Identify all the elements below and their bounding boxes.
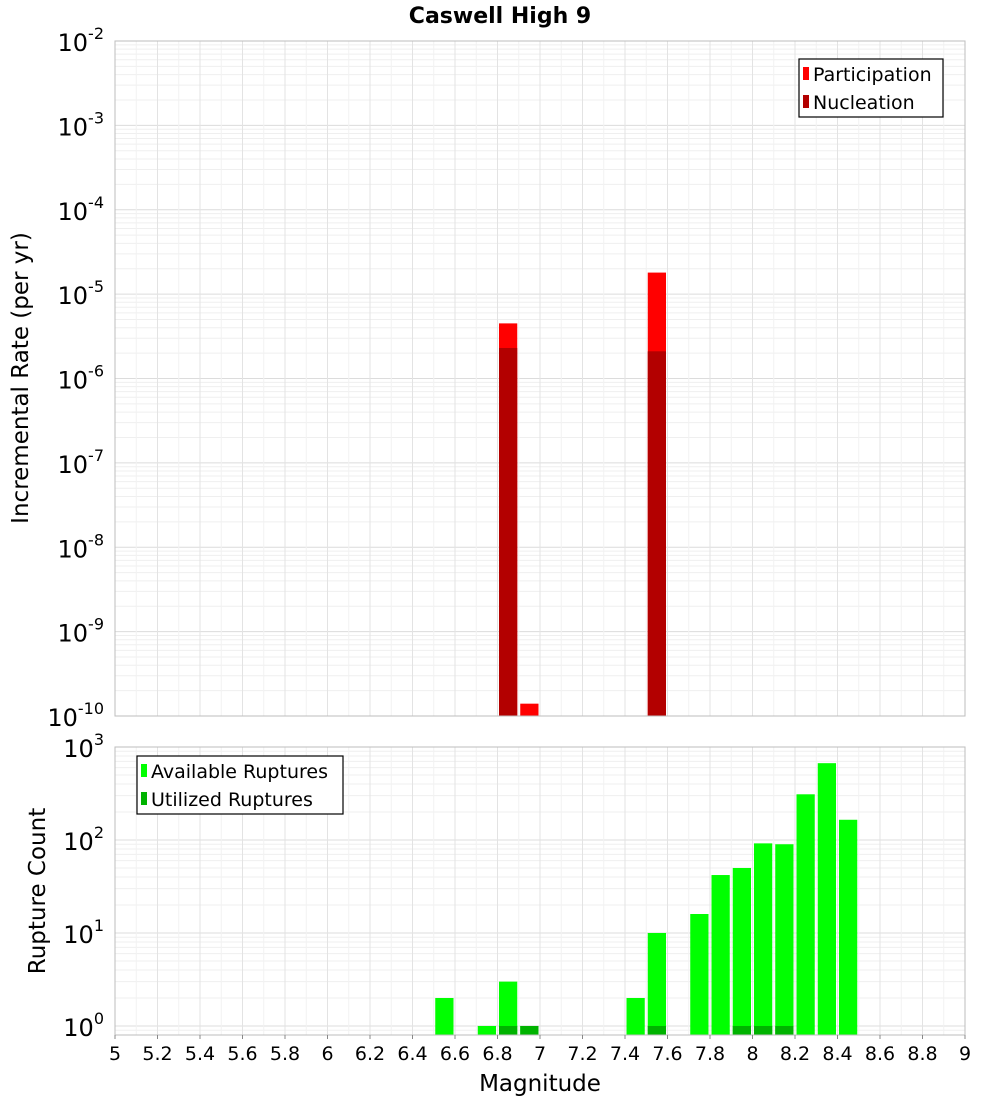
x-tick-label-9: 6.8	[482, 1043, 512, 1065]
y-tick-label-4: 10-6	[58, 362, 105, 395]
x-tick-label-10: 7	[534, 1043, 546, 1065]
y-tick-label-2: 10-4	[58, 193, 105, 226]
y-tick-label-1: 10-3	[58, 108, 105, 141]
x-tick-label-6: 6.2	[355, 1043, 385, 1065]
x-tick-label-2: 5.4	[185, 1043, 215, 1065]
y-tick-label-5: 10-7	[58, 446, 105, 479]
x-tick-label-1: 5.2	[142, 1043, 172, 1065]
x-tick-label-19: 8.8	[907, 1043, 937, 1065]
legend-swatch-0	[141, 764, 147, 777]
rate-bar-s2-1	[647, 351, 666, 716]
legend-swatch-1	[141, 792, 147, 805]
legend-swatch-0	[803, 67, 809, 80]
y-tick-label-8: 10-10	[47, 699, 104, 732]
y-tick-label-2: 101	[63, 916, 104, 949]
count-bar-s1-2	[499, 981, 518, 1035]
count-bar-s1-10	[775, 844, 794, 1035]
x-tick-label-16: 8.2	[780, 1043, 810, 1065]
count-bar-s1-11	[796, 794, 815, 1035]
count-bar-s1-8	[732, 867, 751, 1035]
x-tick-label-13: 7.6	[652, 1043, 682, 1065]
x-tick-label-17: 8.4	[822, 1043, 852, 1065]
x-tick-label-15: 8	[746, 1043, 758, 1065]
rate-panel: 10-2 10-3 10-4 10-5 10-6 10-7 10-8 10-9 10-10 Inc…	[8, 24, 966, 732]
count-bar-s1-0	[435, 997, 454, 1035]
y-tick-label-3: 10-5	[58, 277, 105, 310]
y-tick-label-1: 102	[63, 823, 104, 856]
x-axis-title: Magnitude	[479, 1071, 601, 1097]
x-tick-label-14: 7.8	[695, 1043, 725, 1065]
legend-label-0: Available Ruptures	[151, 761, 328, 783]
count-bar-s1-9	[754, 843, 773, 1035]
count-bar-s1-6	[690, 914, 709, 1035]
legend-box	[798, 58, 944, 118]
count-bar-s1-4	[626, 997, 645, 1035]
legend: Available Ruptures Utilized Ruptures	[136, 755, 344, 815]
x-tick-label-18: 8.6	[865, 1043, 895, 1065]
legend-label-1: Nucleation	[813, 92, 915, 114]
y-axis-title: Rupture Count	[25, 808, 51, 974]
x-tick-label-20: 9	[959, 1043, 971, 1065]
x-tick-label-12: 7.4	[610, 1043, 640, 1065]
count-bar-s2-5	[775, 1025, 794, 1035]
count-bar-s2-3	[732, 1025, 751, 1035]
count-bar-s1-5	[647, 932, 666, 1035]
rate-bar-s1-1	[520, 703, 539, 716]
legend-box	[136, 755, 344, 815]
y-tick-label-6: 10-8	[58, 530, 105, 563]
count-bar-s1-1	[477, 1025, 496, 1035]
count-bar-s2-4	[754, 1025, 773, 1035]
chart-title: Caswell High 9	[409, 4, 591, 29]
legend-label-0: Participation	[813, 64, 932, 86]
x-tick-label-4: 5.8	[270, 1043, 300, 1065]
y-tick-label-0: 10-2	[58, 24, 105, 57]
y-tick-label-3: 100	[63, 1009, 104, 1042]
rate-bar-s2-0	[499, 347, 518, 716]
count-bar-s2-1	[520, 1025, 539, 1035]
count-panel: 103 102 101 100 Rupture Count Available Ruptu…	[25, 730, 971, 1097]
x-tick-label-0: 5	[109, 1043, 121, 1065]
x-tick-label-3: 5.6	[227, 1043, 257, 1065]
plot-border	[114, 40, 966, 717]
count-bar-s1-13	[839, 819, 858, 1035]
y-tick-label-7: 10-9	[58, 615, 105, 648]
legend: Participation Nucleation	[798, 58, 944, 118]
y-axis-title: Incremental Rate (per yr)	[8, 232, 34, 524]
count-bar-s1-12	[817, 763, 836, 1035]
x-tick-label-11: 7.2	[567, 1043, 597, 1065]
count-bar-s2-0	[499, 1025, 518, 1035]
x-tick-label-8: 6.6	[440, 1043, 470, 1065]
x-tick-label-5: 6	[321, 1043, 333, 1065]
count-bar-s1-7	[711, 875, 730, 1035]
legend-swatch-1	[803, 95, 809, 108]
count-bar-s2-2	[647, 1025, 666, 1035]
legend-label-1: Utilized Ruptures	[151, 789, 313, 811]
y-tick-label-0: 103	[63, 730, 104, 763]
x-tick-label-7: 6.4	[397, 1043, 427, 1065]
